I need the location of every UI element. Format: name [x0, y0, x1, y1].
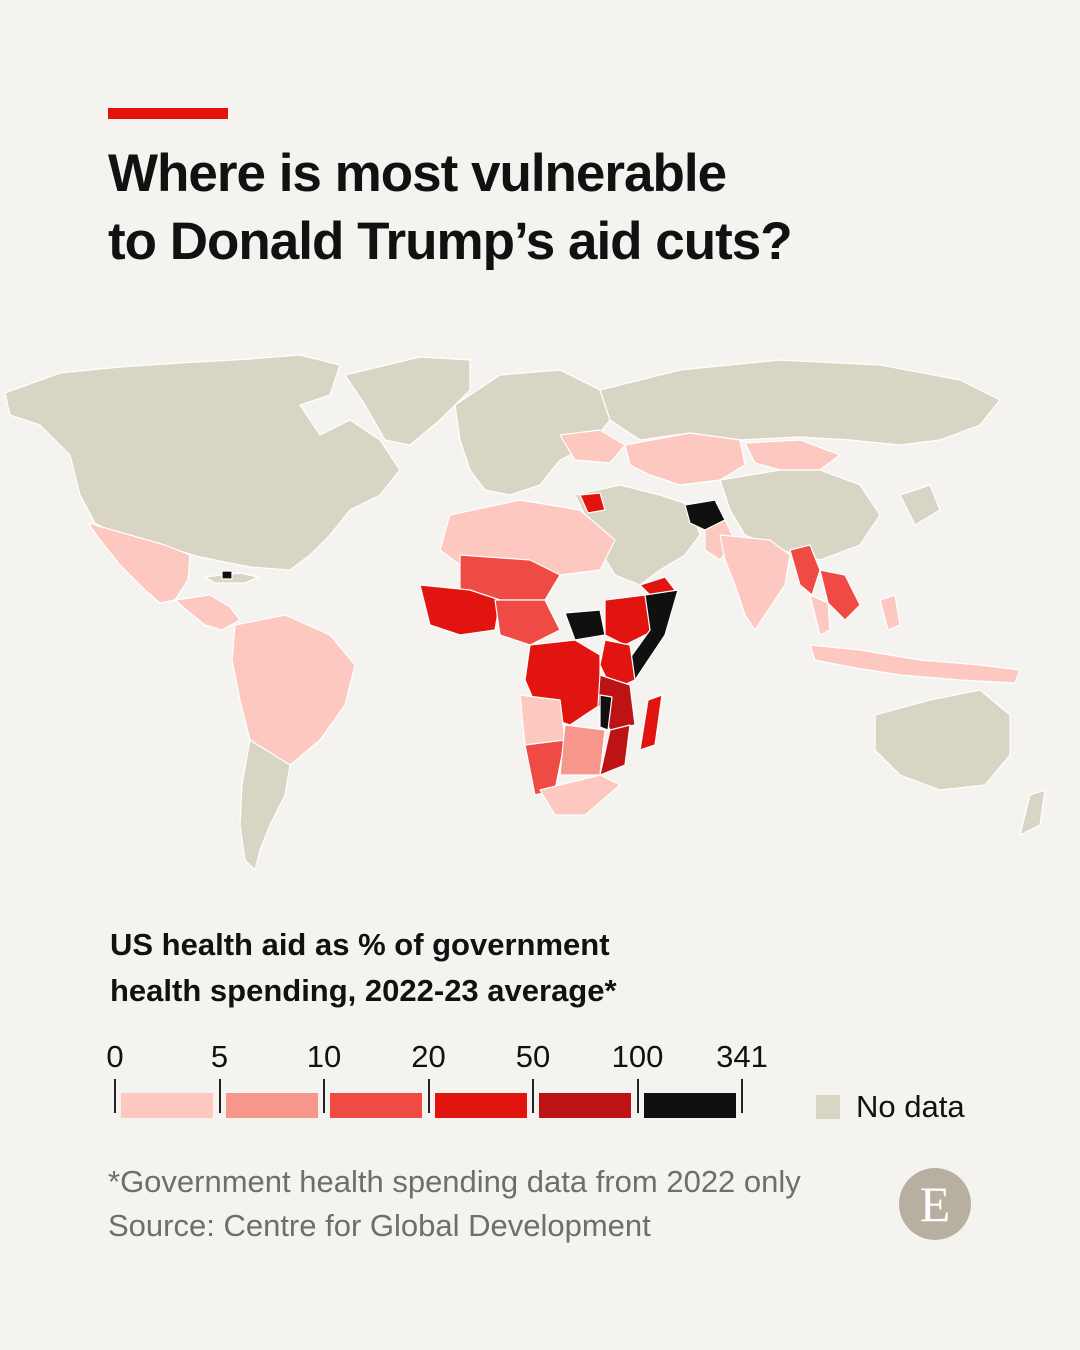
legend-tick-label: 50 — [515, 1039, 551, 1074]
region-japan — [899, 484, 941, 526]
region-madagascar — [639, 694, 663, 751]
legend-swatch — [121, 1093, 213, 1118]
footnote-source: Source: Centre for Global Development — [108, 1208, 651, 1243]
no-data-label: No data — [856, 1089, 965, 1124]
region-new-zealand — [1019, 789, 1046, 836]
region-russia — [599, 359, 1001, 446]
title-line-1: Where is most vulnerable — [108, 144, 727, 203]
region-ukraine — [559, 429, 626, 464]
region-south-africa — [539, 774, 621, 816]
region-mozambique — [599, 724, 631, 776]
color-legend: 0 5 10 20 50 100 341 No data — [0, 1035, 1080, 1130]
no-data-swatch — [816, 1095, 840, 1119]
footnote: *Government health spending data from 20… — [108, 1160, 801, 1248]
region-europe — [454, 369, 611, 496]
legend-tick — [114, 1079, 116, 1113]
legend-tick-label: 5 — [210, 1039, 229, 1074]
legend-tick — [427, 1079, 430, 1113]
legend-tick — [323, 1079, 325, 1113]
legend-swatch — [225, 1093, 318, 1118]
region-india — [719, 534, 791, 631]
region-west-africa — [419, 584, 501, 636]
region-philippines — [879, 594, 901, 631]
legend-tick-label: 341 — [716, 1039, 768, 1074]
region-syria — [579, 492, 606, 514]
economist-logo-icon: E — [899, 1168, 971, 1240]
legend-title-line-1: US health aid as % of government — [110, 927, 610, 962]
legend-swatch — [434, 1093, 527, 1118]
region-haiti — [221, 570, 233, 580]
legend-tick — [741, 1079, 743, 1113]
footnote-note: *Government health spending data from 20… — [108, 1164, 801, 1199]
legend-tick-label: 100 — [611, 1039, 664, 1074]
accent-bar — [108, 108, 228, 119]
title-line-2: to Donald Trump’s aid cuts? — [108, 212, 793, 271]
region-angola — [519, 694, 566, 746]
region-australia — [874, 689, 1011, 791]
region-north-america — [4, 354, 401, 571]
region-south-america-north — [231, 614, 356, 776]
page-title: Where is most vulnerable to Donald Trump… — [108, 140, 968, 276]
region-south-america-south — [239, 739, 291, 871]
region-greenland — [344, 356, 471, 446]
region-myanmar — [789, 544, 821, 596]
legend-swatch — [330, 1093, 422, 1118]
world-map — [0, 345, 1080, 890]
region-central-america — [174, 594, 241, 631]
region-laos-cambodia — [819, 569, 861, 621]
region-china — [719, 469, 881, 561]
region-kazakhstan — [624, 432, 746, 486]
legend-tick-label: 20 — [411, 1039, 446, 1074]
legend-tick-label: 10 — [306, 1039, 342, 1074]
region-mongolia — [744, 439, 841, 471]
region-south-sudan — [564, 609, 606, 641]
legend-tick — [218, 1079, 221, 1113]
legend-tick — [636, 1079, 639, 1113]
region-thailand — [809, 594, 831, 636]
region-ethiopia — [604, 594, 656, 646]
region-indonesia — [809, 644, 1021, 684]
legend-title-line-2: health spending, 2022-23 average* — [110, 973, 617, 1008]
region-nigeria-cameroon — [494, 599, 561, 646]
region-botswana-zambia — [559, 724, 606, 776]
legend-title: US health aid as % of government health … — [110, 922, 810, 1014]
legend-swatch — [539, 1093, 631, 1118]
world-map-svg — [4, 354, 1046, 871]
legend-tick-label: 0 — [106, 1039, 124, 1074]
legend-swatch — [643, 1093, 736, 1118]
region-malawi — [599, 694, 613, 731]
legend-tick — [532, 1079, 534, 1113]
